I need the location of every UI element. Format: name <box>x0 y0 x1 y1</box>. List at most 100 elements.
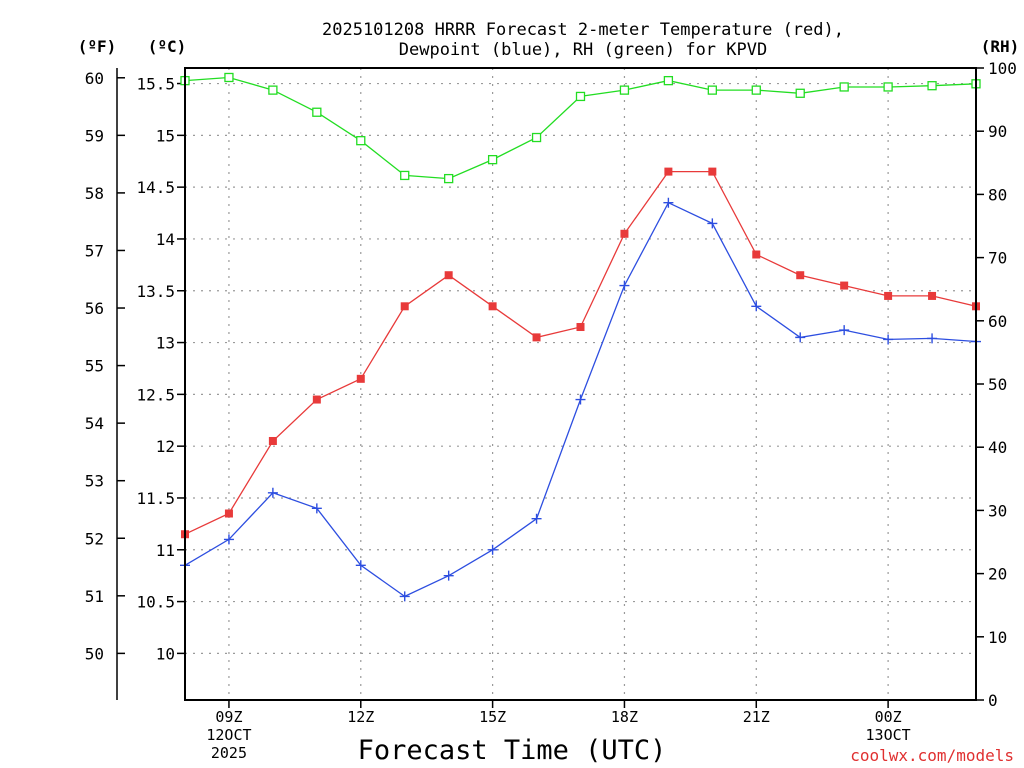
rh-point <box>927 81 937 91</box>
temperature-point <box>444 271 453 280</box>
rh-point <box>531 132 542 143</box>
rh-tick-label: 20 <box>988 565 1007 584</box>
dewpoint-point <box>883 334 894 345</box>
celsius-tick-label: 13.5 <box>136 282 175 301</box>
chart-title-line-1: 2025101208 HRRR Forecast 2-meter Tempera… <box>322 20 844 40</box>
temperature-point <box>796 271 805 280</box>
rh-point <box>575 91 586 102</box>
x-tick-label: 09Z <box>215 708 242 726</box>
rh-tick-label: 80 <box>988 185 1007 204</box>
celsius-tick-label: 10.5 <box>136 593 175 612</box>
fahrenheit-unit-label: (ºF) <box>78 37 117 56</box>
x-axis-label: Forecast Time (UTC) <box>358 735 667 766</box>
rh-tick-label: 0 <box>988 691 998 710</box>
rh-point <box>663 75 674 86</box>
fahrenheit-tick-label: 54 <box>85 414 104 433</box>
rh-tick-label: 90 <box>988 122 1007 141</box>
temperature-point <box>884 291 893 300</box>
temperature-point <box>752 250 761 259</box>
dewpoint-point <box>839 325 850 336</box>
celsius-tick-label: 12 <box>156 437 175 456</box>
rh-point <box>619 85 630 95</box>
celsius-tick-label: 15 <box>156 126 175 145</box>
rh-point <box>268 85 278 95</box>
rh-point <box>883 82 893 92</box>
temperature-point <box>664 167 673 176</box>
rh-unit-label: (RH) <box>981 37 1020 56</box>
fahrenheit-tick-label: 58 <box>85 184 104 203</box>
rh-point <box>795 88 805 98</box>
fahrenheit-tick-label: 59 <box>85 126 104 145</box>
rh-tick-label: 10 <box>988 628 1007 647</box>
temperature-point <box>928 291 937 300</box>
dewpoint-point <box>751 301 762 312</box>
temperature-point <box>576 323 585 332</box>
celsius-tick-label: 10 <box>156 644 175 663</box>
fahrenheit-tick-label: 51 <box>85 587 104 606</box>
temperature-point <box>840 281 849 290</box>
celsius-tick-label: 14 <box>156 230 175 249</box>
temperature-point <box>620 229 629 238</box>
rh-point <box>356 136 366 146</box>
fahrenheit-tick-label: 60 <box>85 69 104 88</box>
temperature-point <box>224 509 233 518</box>
dewpoint-point <box>443 570 454 581</box>
dewpoint-point <box>575 394 586 405</box>
x-tick-label: 21Z <box>743 708 770 726</box>
temperature-point <box>532 333 541 342</box>
rh-tick-label: 30 <box>988 501 1007 520</box>
celsius-unit-label: (ºC) <box>148 37 187 56</box>
x-tick-label: 12OCT <box>206 726 251 744</box>
rh-point <box>400 170 410 181</box>
data-series <box>180 72 981 602</box>
fahrenheit-tick-label: 53 <box>85 472 104 491</box>
temperature-point <box>268 436 277 445</box>
gridlines <box>185 68 976 700</box>
dewpoint-point <box>267 487 278 498</box>
rh-tick-label: 60 <box>988 312 1007 331</box>
dewpoint-point <box>927 333 938 344</box>
rh-point <box>487 154 498 165</box>
rh-tick-label: 40 <box>988 438 1007 457</box>
temperature-point <box>708 167 717 176</box>
celsius-tick-label: 15.5 <box>136 75 175 94</box>
x-tick-label: 18Z <box>611 708 638 726</box>
rh-point <box>839 82 849 92</box>
rh-point <box>224 72 234 83</box>
dewpoint-point <box>223 534 234 545</box>
celsius-tick-label: 14.5 <box>136 178 175 197</box>
x-tick-label: 2025 <box>211 744 247 762</box>
dewpoint-point <box>707 218 718 229</box>
x-tick-label: 15Z <box>479 708 506 726</box>
x-tick-label: 00Z <box>875 708 902 726</box>
rh-tick-label: 70 <box>988 249 1007 268</box>
x-tick-label: 13OCT <box>866 726 911 744</box>
celsius-tick-label: 11 <box>156 541 175 560</box>
celsius-tick-label: 13 <box>156 334 175 353</box>
celsius-tick-label: 12.5 <box>136 385 175 404</box>
plot-frame <box>184 67 977 701</box>
celsius-tick-label: 11.5 <box>136 489 175 508</box>
dewpoint-point <box>619 280 630 291</box>
rh-point <box>444 173 454 184</box>
rh-point <box>312 107 322 117</box>
fahrenheit-tick-label: 56 <box>85 299 104 318</box>
temperature-point <box>356 374 365 383</box>
rh-tick-label: 100 <box>988 59 1017 78</box>
dewpoint-point <box>399 591 410 602</box>
dewpoint-point <box>355 560 366 571</box>
fahrenheit-tick-label: 50 <box>85 644 104 663</box>
rh-tick-label: 50 <box>988 375 1007 394</box>
dewpoint-point <box>311 503 322 514</box>
temperature-point <box>400 302 409 311</box>
temperature-point <box>488 302 497 311</box>
dewpoint-point <box>487 544 498 555</box>
x-tick-label: 12Z <box>347 708 374 726</box>
dewpoint-point <box>531 513 542 524</box>
chart-title-line-2: Dewpoint (blue), RH (green) for KPVD <box>399 40 767 60</box>
fahrenheit-tick-label: 57 <box>85 241 104 260</box>
dewpoint-point <box>795 332 806 343</box>
source-credit: coolwx.com/models <box>850 746 1014 765</box>
